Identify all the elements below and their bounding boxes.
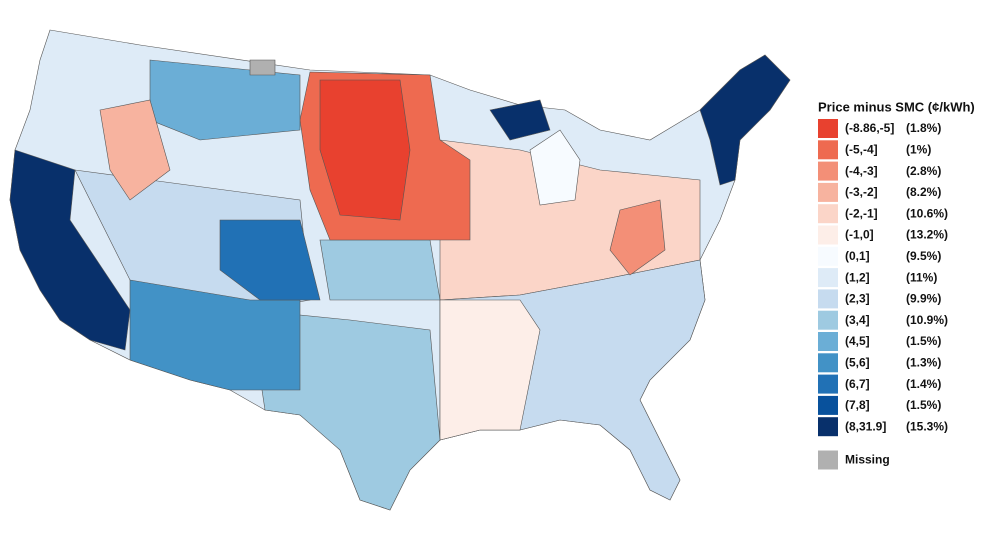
legend-label: (-4,-3] [845, 164, 878, 178]
west-virginia-region [609, 199, 666, 276]
legend-title: Price minus SMC (¢/kWh) [818, 99, 975, 114]
southwest-region [129, 279, 301, 391]
legend-share: (10.9%) [906, 313, 948, 327]
legend-swatch [818, 225, 838, 245]
legend-label: (3,4] [845, 313, 870, 327]
legend-share: (8.2%) [906, 185, 941, 199]
legend: (-8.86,-5] (1.8%) (-5,-4] (1%) (-4,-3] (2.8%)… [818, 119, 948, 470]
legend-share: (1.3%) [906, 355, 941, 369]
missing-region [249, 59, 276, 76]
legend-share: (1.8%) [906, 121, 941, 135]
legend-swatch [818, 310, 838, 330]
legend-label: (2,3] [845, 292, 870, 306]
legend-share: (1.4%) [906, 377, 941, 391]
legend-swatch [818, 374, 838, 394]
legend-label: (-3,-2] [845, 185, 878, 199]
dakotas-core [319, 79, 411, 221]
legend-swatch [818, 204, 838, 224]
colorado-region [219, 219, 321, 301]
legend-label: (8,31.9] [845, 419, 886, 433]
upper-peninsula-region [489, 99, 551, 141]
legend-label: (-1,0] [845, 228, 874, 242]
legend-label: (-5,-4] [845, 142, 878, 156]
legend-swatch [818, 450, 838, 470]
legend-label: (1,2] [845, 270, 870, 284]
legend-share: (13.2%) [906, 228, 948, 242]
legend-swatch [818, 332, 838, 351]
legend-share: (11%) [906, 270, 937, 284]
legend-swatch [818, 268, 838, 288]
california-region [9, 149, 131, 351]
legend-swatch [818, 246, 838, 266]
northeast-region [699, 54, 791, 186]
legend-label: (4,5] [845, 334, 870, 348]
legend-swatch [818, 395, 838, 415]
kansas-region [319, 239, 441, 301]
legend-share: (15.3%) [906, 419, 948, 433]
legend-swatch [818, 140, 838, 160]
legend-label: (-2,-1] [845, 206, 878, 220]
legend-swatch [818, 182, 838, 202]
legend-share: (2.8%) [906, 164, 941, 178]
legend-share: (1%) [906, 142, 931, 156]
legend-label: (5,6] [845, 355, 870, 369]
legend-share: (9.9%) [906, 292, 941, 306]
us-map [9, 29, 791, 511]
legend-swatch [818, 417, 838, 437]
legend-share: (1.5%) [906, 398, 941, 412]
legend-share: (9.5%) [906, 249, 941, 263]
idaho-region [99, 99, 171, 201]
legend-swatch [818, 119, 838, 138]
legend-share: (1.5%) [906, 334, 941, 348]
legend-label: (7,8] [845, 398, 870, 412]
legend-label: (0,1] [845, 249, 870, 263]
legend-label: (-8.86,-5] [845, 121, 894, 135]
michigan-region [529, 129, 581, 206]
legend-share: (10.6%) [906, 206, 948, 220]
legend-swatch [818, 289, 838, 309]
legend-label: (6,7] [845, 377, 870, 391]
legend-swatch [818, 353, 838, 373]
legend-swatch [818, 161, 838, 181]
legend-label: Missing [845, 453, 890, 467]
